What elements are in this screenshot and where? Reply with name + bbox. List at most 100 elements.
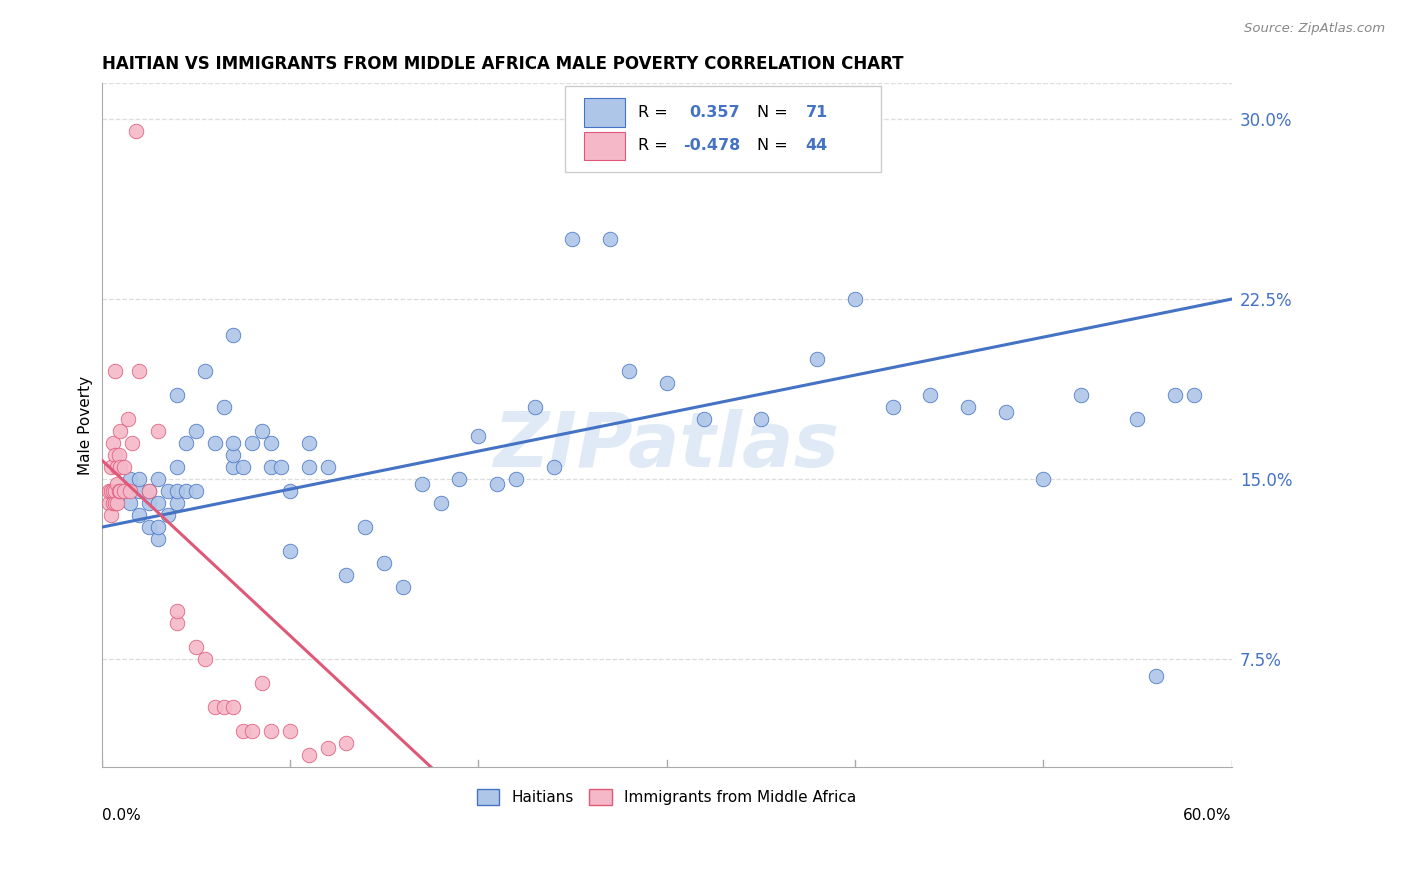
Point bbox=[166, 460, 188, 475]
FancyBboxPatch shape bbox=[583, 98, 624, 127]
Point bbox=[270, 460, 292, 475]
Point bbox=[222, 700, 245, 714]
Point bbox=[112, 460, 135, 475]
Point bbox=[222, 436, 245, 450]
Point bbox=[194, 364, 217, 378]
Y-axis label: Male Poverty: Male Poverty bbox=[79, 376, 93, 475]
Point bbox=[128, 508, 150, 523]
Point bbox=[260, 460, 283, 475]
Point bbox=[128, 364, 150, 378]
Point bbox=[449, 472, 471, 486]
Point bbox=[100, 508, 122, 523]
Point bbox=[523, 400, 546, 414]
Point bbox=[278, 544, 301, 558]
Point bbox=[146, 496, 169, 510]
Point bbox=[335, 568, 357, 582]
Point bbox=[104, 364, 127, 378]
Point bbox=[98, 496, 121, 510]
Point bbox=[1126, 412, 1149, 426]
Point bbox=[194, 652, 217, 666]
Point bbox=[184, 640, 207, 655]
Point bbox=[138, 484, 160, 499]
Point bbox=[110, 424, 132, 438]
Point bbox=[486, 477, 509, 491]
Point bbox=[222, 328, 245, 343]
Point bbox=[232, 724, 254, 739]
Point bbox=[373, 556, 395, 570]
Point bbox=[138, 520, 160, 534]
Point bbox=[505, 472, 527, 486]
Point bbox=[112, 484, 135, 499]
Point bbox=[118, 472, 141, 486]
Point bbox=[110, 460, 132, 475]
Point bbox=[128, 484, 150, 499]
Point bbox=[956, 400, 979, 414]
Point bbox=[749, 412, 772, 426]
Point bbox=[110, 484, 132, 499]
Text: Source: ZipAtlas.com: Source: ZipAtlas.com bbox=[1244, 22, 1385, 36]
Point bbox=[316, 460, 339, 475]
Point bbox=[101, 484, 124, 499]
Point bbox=[124, 124, 146, 138]
Point bbox=[222, 448, 245, 462]
Point bbox=[260, 436, 283, 450]
Point bbox=[278, 484, 301, 499]
Point bbox=[104, 496, 127, 510]
Point bbox=[655, 376, 678, 391]
Point bbox=[411, 477, 433, 491]
FancyBboxPatch shape bbox=[583, 132, 624, 161]
Point bbox=[806, 352, 828, 367]
Point bbox=[107, 448, 129, 462]
Point bbox=[212, 700, 235, 714]
Text: 60.0%: 60.0% bbox=[1182, 808, 1232, 823]
Text: N =: N = bbox=[756, 138, 793, 153]
Point bbox=[105, 460, 128, 475]
Point bbox=[298, 748, 321, 763]
Point bbox=[176, 484, 198, 499]
Point bbox=[104, 448, 127, 462]
Point bbox=[204, 436, 226, 450]
Point bbox=[118, 484, 141, 499]
Point bbox=[298, 436, 321, 450]
Point bbox=[146, 532, 169, 546]
Point bbox=[467, 429, 489, 443]
Text: R =: R = bbox=[638, 138, 673, 153]
Point bbox=[298, 460, 321, 475]
Point bbox=[222, 460, 245, 475]
Text: 44: 44 bbox=[806, 138, 828, 153]
Text: ZIPatlas: ZIPatlas bbox=[494, 409, 839, 483]
Point bbox=[1182, 388, 1205, 402]
Point bbox=[543, 460, 565, 475]
Point bbox=[844, 292, 866, 306]
Point bbox=[146, 424, 169, 438]
Point bbox=[128, 472, 150, 486]
Point bbox=[101, 496, 124, 510]
Point bbox=[260, 724, 283, 739]
Point bbox=[176, 436, 198, 450]
Point bbox=[599, 232, 621, 246]
Point bbox=[693, 412, 716, 426]
Point bbox=[156, 508, 179, 523]
Legend: Haitians, Immigrants from Middle Africa: Haitians, Immigrants from Middle Africa bbox=[471, 783, 863, 811]
Point bbox=[105, 496, 128, 510]
Point bbox=[994, 405, 1017, 419]
Point bbox=[166, 388, 188, 402]
Text: R =: R = bbox=[638, 105, 673, 120]
Point bbox=[118, 496, 141, 510]
Point bbox=[1070, 388, 1092, 402]
Point bbox=[316, 741, 339, 756]
Point bbox=[250, 676, 273, 690]
Point bbox=[250, 424, 273, 438]
Point bbox=[166, 496, 188, 510]
Point bbox=[105, 477, 128, 491]
Point bbox=[146, 520, 169, 534]
Point bbox=[392, 580, 415, 594]
Point bbox=[101, 436, 124, 450]
FancyBboxPatch shape bbox=[565, 87, 882, 172]
Point bbox=[204, 700, 226, 714]
Point bbox=[278, 724, 301, 739]
Point bbox=[240, 436, 263, 450]
Point bbox=[212, 400, 235, 414]
Point bbox=[1164, 388, 1187, 402]
Point bbox=[184, 484, 207, 499]
